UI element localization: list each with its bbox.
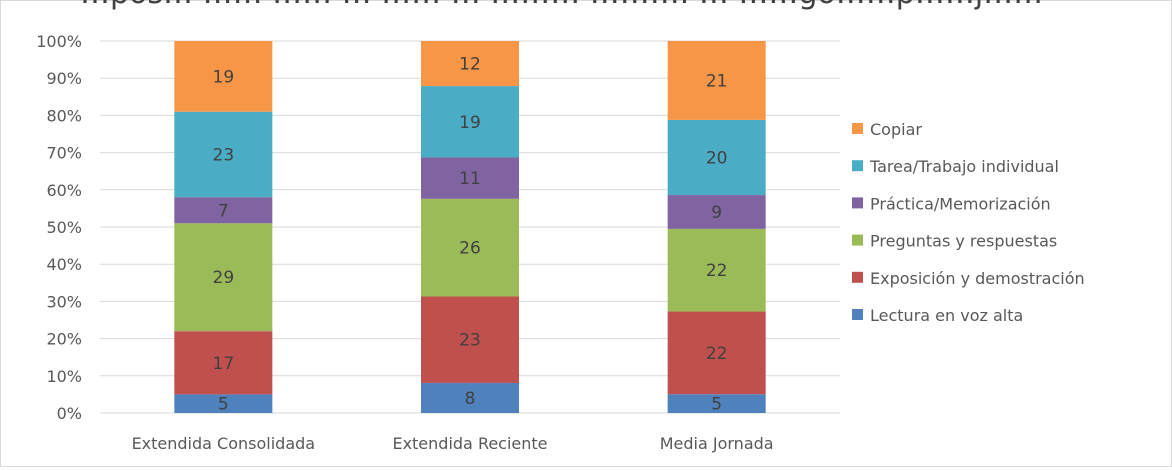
bar-stack: 8 23 26 11 19 12 <box>421 41 519 413</box>
legend-item: Exposición y demostración <box>852 269 1085 288</box>
data-label: 29 <box>213 268 235 288</box>
bar-segment <box>421 382 519 413</box>
bar-segment <box>667 119 766 196</box>
bar-segment <box>174 223 273 332</box>
legend-item: Práctica/Memorización <box>852 194 1051 213</box>
data-label: 17 <box>213 354 235 374</box>
data-label: 26 <box>459 239 481 259</box>
legend-swatch <box>852 234 863 246</box>
y-axis: 0% 10% 20% 30% 40% 50% 60% 70% 80% 90% 100% <box>36 32 82 423</box>
data-label: 19 <box>459 113 481 133</box>
data-label: 7 <box>218 201 229 221</box>
data-label: 12 <box>459 55 481 75</box>
y-tick-label: 20% <box>46 330 82 349</box>
legend-label: Tarea/Trabajo individual <box>869 157 1059 176</box>
x-tick-label: Extendida Consolidada <box>132 434 316 453</box>
legend-item: Lectura en voz alta <box>852 306 1023 325</box>
data-label: 22 <box>706 261 728 281</box>
y-tick-label: 30% <box>46 292 82 311</box>
bar-segment <box>421 198 519 297</box>
data-label: 23 <box>213 145 235 165</box>
data-label: 9 <box>711 203 722 223</box>
data-label: 21 <box>706 71 728 91</box>
legend-swatch <box>852 160 863 172</box>
x-axis: Extendida Consolidada Extendida Reciente M… <box>132 434 774 453</box>
data-label: 5 <box>711 395 722 415</box>
bar-segment <box>174 111 273 198</box>
data-label: 5 <box>218 395 229 415</box>
legend-label: Exposición y demostración <box>870 269 1085 288</box>
data-label: 8 <box>465 389 476 409</box>
chart-title-clip: …pos… …… …… … …… … ……… ………. … ……gó……p……j… <box>80 0 1090 16</box>
legend-label: Lectura en voz alta <box>870 306 1023 325</box>
legend-swatch <box>852 309 863 320</box>
legend-swatch <box>852 197 863 209</box>
bar-segment <box>421 41 519 87</box>
data-label: 11 <box>459 169 481 189</box>
bar-segment <box>667 195 766 229</box>
bar-segment <box>174 41 273 112</box>
x-tick-label: Extendida Reciente <box>392 434 547 453</box>
bar-segment <box>421 157 519 199</box>
bar-segment <box>667 228 766 312</box>
y-tick-label: 70% <box>46 144 82 163</box>
y-tick-label: 0% <box>57 404 82 423</box>
bar-segment <box>421 296 519 383</box>
bar-segment <box>667 311 766 395</box>
y-tick-label: 60% <box>46 181 82 200</box>
y-tick-label: 40% <box>46 255 82 274</box>
legend-swatch <box>852 271 863 283</box>
y-tick-label: 10% <box>46 367 82 386</box>
legend-label: Práctica/Memorización <box>870 194 1051 213</box>
legend: Copiar Tarea/Trabajo individual Práctica/M… <box>852 120 1085 325</box>
bar-segment <box>667 394 766 413</box>
bar-segment <box>174 394 273 413</box>
y-tick-label: 50% <box>46 218 82 237</box>
legend-item: Preguntas y respuestas <box>852 232 1057 251</box>
bar-segment <box>667 41 766 120</box>
bar-segment <box>174 197 273 224</box>
bar-stack: 5 17 29 7 23 19 <box>174 41 273 415</box>
y-tick-label: 80% <box>46 106 82 125</box>
chart-title: …pos… …… …… … …… … ……… ………. … ……gó……p……j… <box>80 0 1043 11</box>
legend-label: Preguntas y respuestas <box>870 232 1057 251</box>
data-label: 19 <box>213 67 235 87</box>
data-label: 23 <box>459 331 481 351</box>
y-tick-label: 90% <box>46 69 82 88</box>
x-tick-label: Media Jornada <box>660 434 774 453</box>
legend-item: Tarea/Trabajo individual <box>852 157 1059 176</box>
legend-swatch <box>852 123 863 134</box>
y-tick-label: 100% <box>36 32 82 51</box>
legend-item: Copiar <box>852 120 922 139</box>
data-label: 22 <box>706 344 728 364</box>
legend-label: Copiar <box>870 120 922 139</box>
bar-stack: 5 22 22 9 20 21 <box>667 41 766 415</box>
bar-segment <box>421 86 519 158</box>
bars: 5 17 29 7 23 19 8 23 26 11 19 12 5 22 22 9 20 21 <box>174 41 766 415</box>
bar-segment <box>174 331 273 395</box>
data-label: 20 <box>706 148 728 168</box>
